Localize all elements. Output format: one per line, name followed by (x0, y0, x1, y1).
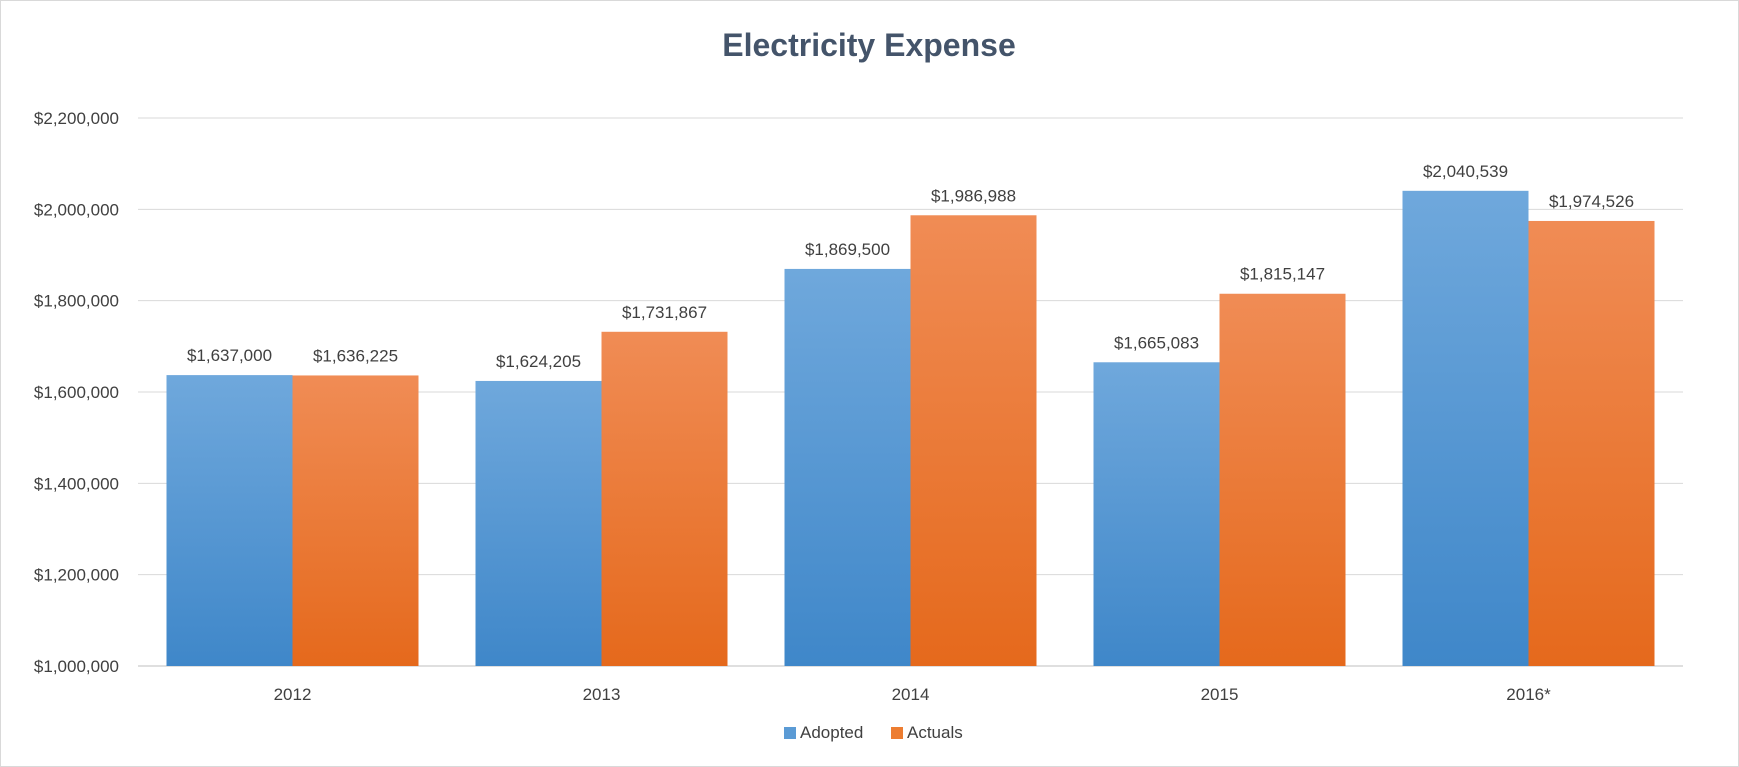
bar-adopted-2012 (166, 375, 293, 666)
bar-adopted-2015 (1093, 362, 1220, 666)
bar-adopted-2013 (475, 380, 602, 666)
data-labels: $1,637,000 $1,636,225 $1,624,205 $1,731,867… (187, 162, 1634, 371)
x-tick-label: 2015 (1201, 685, 1239, 704)
legend-swatch (891, 727, 903, 739)
data-label: $1,665,083 (1114, 333, 1199, 352)
bar-actuals-2016 (1528, 220, 1655, 666)
y-axis-tick-labels: $1,000,000 $1,200,000 $1,400,000 $1,600,000… (34, 109, 119, 676)
y-tick-label: $1,400,000 (34, 474, 119, 493)
bar-actuals-2013 (601, 331, 728, 666)
bar-adopted-2016 (1402, 190, 1529, 666)
legend-label: Adopted (800, 723, 863, 742)
data-label: $1,637,000 (187, 346, 272, 365)
legend: Adopted Actuals (784, 723, 963, 742)
x-tick-label: 2014 (892, 685, 930, 704)
x-axis-tick-labels: 2012 2013 2014 2015 2016* (274, 685, 1552, 704)
y-tick-label: $2,200,000 (34, 109, 119, 128)
bar-actuals-2014 (910, 215, 1037, 666)
legend-item-adopted: Adopted (784, 723, 863, 742)
data-label: $1,624,205 (496, 352, 581, 371)
x-tick-label: 2016* (1506, 685, 1551, 704)
legend-swatch (784, 727, 796, 739)
chart-title: Electricity Expense (722, 27, 1015, 63)
bar-actuals-2015 (1219, 293, 1346, 666)
data-label: $1,731,867 (622, 303, 707, 322)
x-tick-label: 2013 (583, 685, 621, 704)
data-label: $1,636,225 (313, 346, 398, 365)
y-tick-label: $1,600,000 (34, 383, 119, 402)
bar-adopted-2014 (784, 268, 911, 666)
y-tick-label: $1,200,000 (34, 566, 119, 585)
data-label: $2,040,539 (1423, 162, 1508, 181)
legend-label: Actuals (907, 723, 963, 742)
y-tick-label: $1,800,000 (34, 292, 119, 311)
data-label: $1,974,526 (1549, 192, 1634, 211)
y-tick-label: $1,000,000 (34, 657, 119, 676)
legend-item-actuals: Actuals (891, 723, 963, 742)
y-tick-label: $2,000,000 (34, 200, 119, 219)
data-label: $1,815,147 (1240, 265, 1325, 284)
x-tick-label: 2012 (274, 685, 312, 704)
bars (166, 190, 1655, 666)
data-label: $1,986,988 (931, 186, 1016, 205)
bar-actuals-2012 (292, 375, 419, 666)
data-label: $1,869,500 (805, 240, 890, 259)
